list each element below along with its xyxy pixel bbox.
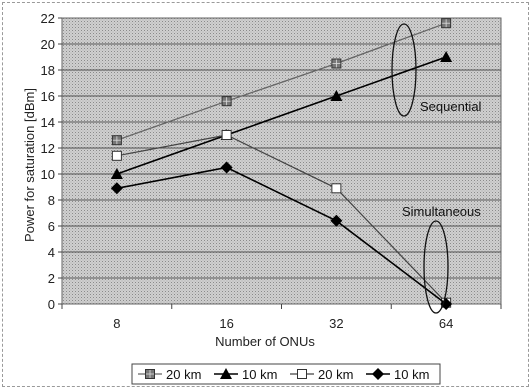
x-tick-label: 64 (439, 316, 453, 331)
series-1 (111, 18, 452, 146)
data-point (110, 168, 123, 179)
data-point (110, 182, 123, 195)
y-tick-label: 4 (48, 245, 55, 260)
y-tick-label: 6 (48, 219, 55, 234)
legend-item: 10 km (214, 367, 277, 382)
legend-label: 20 km (166, 367, 201, 382)
data-point (221, 96, 232, 107)
data-point (111, 150, 122, 161)
y-tick-label: 10 (41, 167, 55, 182)
data-point (331, 183, 342, 194)
y-tick-label: 16 (41, 89, 55, 104)
series-line (116, 22, 447, 141)
y-tick-label: 14 (41, 115, 55, 130)
legend-label: 20 km (318, 367, 353, 382)
legend-marker (297, 369, 307, 379)
x-tick-label: 16 (219, 316, 233, 331)
x-tick-label: 8 (113, 316, 120, 331)
x-tick-label: 32 (329, 316, 343, 331)
data-point (220, 161, 233, 174)
y-tick-label: 12 (41, 141, 55, 156)
y-tick-label: 8 (48, 193, 55, 208)
y-axis-title: Power for saturation [dBm] (22, 88, 37, 242)
data-point (330, 90, 343, 101)
data-point (441, 18, 452, 29)
annotation-sequential: Sequential (420, 99, 482, 114)
gridlines (62, 43, 501, 279)
sequential-ellipse (391, 23, 417, 117)
simultaneous-ellipse (423, 220, 449, 314)
data-point (111, 135, 122, 146)
y-tick-label: 0 (48, 297, 55, 312)
data-point (331, 58, 342, 69)
annotation-simultaneous: Simultaneous (402, 204, 481, 219)
series-4 (110, 161, 453, 310)
data-point (440, 298, 453, 310)
legend: 20 km 10 km 20 km 10 km (138, 367, 429, 382)
legend-marker (372, 368, 384, 380)
data-point (440, 51, 453, 62)
y-tick-label: 22 (41, 11, 55, 26)
data-point (330, 214, 343, 227)
plot-area (61, 17, 502, 305)
data-point (221, 130, 232, 140)
legend-marker (145, 369, 155, 379)
x-axis-title: Number of ONUs (215, 334, 315, 349)
y-tick-label: 20 (41, 37, 55, 52)
y-tick-label: 2 (48, 271, 55, 286)
series-line (116, 166, 447, 305)
legend-item: 20 km (290, 367, 353, 382)
legend-label: 10 km (394, 367, 429, 382)
legend-item: 10 km (366, 367, 429, 382)
y-axis-ticks: 0 2 4 6 8 10 12 14 16 18 20 22 (41, 11, 62, 312)
legend-label: 10 km (242, 367, 277, 382)
x-axis-ticks: 8 16 32 64 (61, 304, 502, 331)
series-line (116, 134, 447, 304)
series-layer (110, 18, 453, 310)
legend-box (131, 363, 441, 385)
legend-item: 20 km (138, 367, 201, 382)
series-line (116, 56, 447, 175)
legend-marker (220, 368, 232, 379)
y-tick-label: 18 (41, 63, 55, 78)
